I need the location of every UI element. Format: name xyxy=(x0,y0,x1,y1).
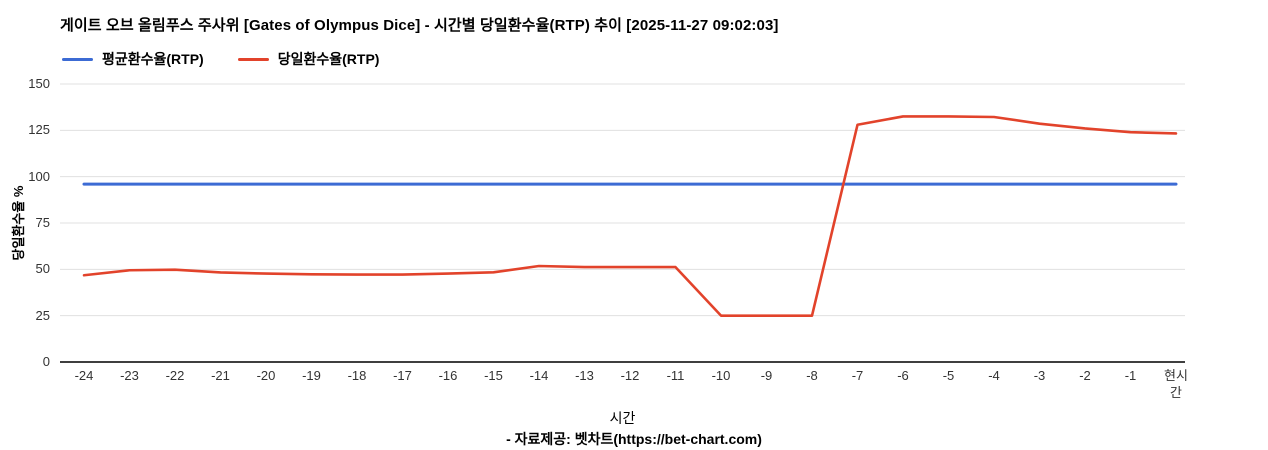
legend-label-daily-rtp: 당일환수율(RTP) xyxy=(277,51,380,67)
x-tick-label: 현시간 xyxy=(1164,368,1188,400)
legend-item-average-rtp[interactable]: 평균환수율(RTP) xyxy=(62,49,204,69)
x-tick-label: -21 xyxy=(211,368,230,383)
x-tick-label: -9 xyxy=(760,368,773,383)
x-tick-label: -4 xyxy=(988,368,1000,383)
daily-rtp-line xyxy=(82,115,1178,317)
x-tick-label: -6 xyxy=(897,368,909,383)
x-tick-label: -3 xyxy=(1033,368,1046,383)
y-tick-label: 0 xyxy=(42,354,50,369)
y-tick-label: 75 xyxy=(35,215,50,230)
x-tick-label: -22 xyxy=(165,368,185,383)
x-tick-label: -12 xyxy=(620,368,640,383)
x-tick-label: -18 xyxy=(347,368,367,383)
x-tick-label: -7 xyxy=(851,368,864,383)
x-tick-label: -14 xyxy=(529,368,549,383)
x-tick-label: -5 xyxy=(942,368,955,383)
x-tick-label: -2 xyxy=(1079,368,1091,383)
average-rtp-line-swatch xyxy=(62,57,93,61)
legend: 평균환수율(RTP) 당일환수율(RTP) xyxy=(62,49,379,69)
x-tick-label: -20 xyxy=(256,368,276,383)
x-tick-label: -13 xyxy=(575,368,594,383)
y-tick-label: 100 xyxy=(28,168,50,184)
chart-title: 게이트 오브 올림푸스 주사위 [Gates of Olympus Dice] … xyxy=(60,17,779,34)
x-tick-label: -15 xyxy=(484,368,503,383)
legend-label-average-rtp: 평균환수율(RTP) xyxy=(102,51,204,67)
daily-rtp-line-swatch xyxy=(237,57,269,61)
legend-item-daily-rtp[interactable]: 당일환수율(RTP) xyxy=(237,49,380,69)
x-axis-title: 시간 xyxy=(609,410,636,426)
footer-credit: - 자료제공: 벳차트(https://bet-chart.com) xyxy=(506,431,762,447)
x-tick-label: -10 xyxy=(711,368,731,383)
y-tick-label: 25 xyxy=(35,307,50,323)
y-tick-label: 50 xyxy=(35,261,50,277)
x-tick-label: -16 xyxy=(438,368,458,383)
x-tick-label: -19 xyxy=(302,368,321,383)
x-tick-label: -23 xyxy=(120,368,139,383)
x-tick-label: -24 xyxy=(74,368,94,383)
x-tick-label: -8 xyxy=(806,368,818,383)
y-tick-label: 150 xyxy=(28,76,50,91)
x-tick-label: -11 xyxy=(666,368,685,383)
x-tick-label: -1 xyxy=(1124,368,1137,383)
y-axis-title: 당일환수율 % xyxy=(11,185,26,261)
y-tick-label: 125 xyxy=(28,122,50,138)
x-tick-label: -17 xyxy=(393,368,412,383)
